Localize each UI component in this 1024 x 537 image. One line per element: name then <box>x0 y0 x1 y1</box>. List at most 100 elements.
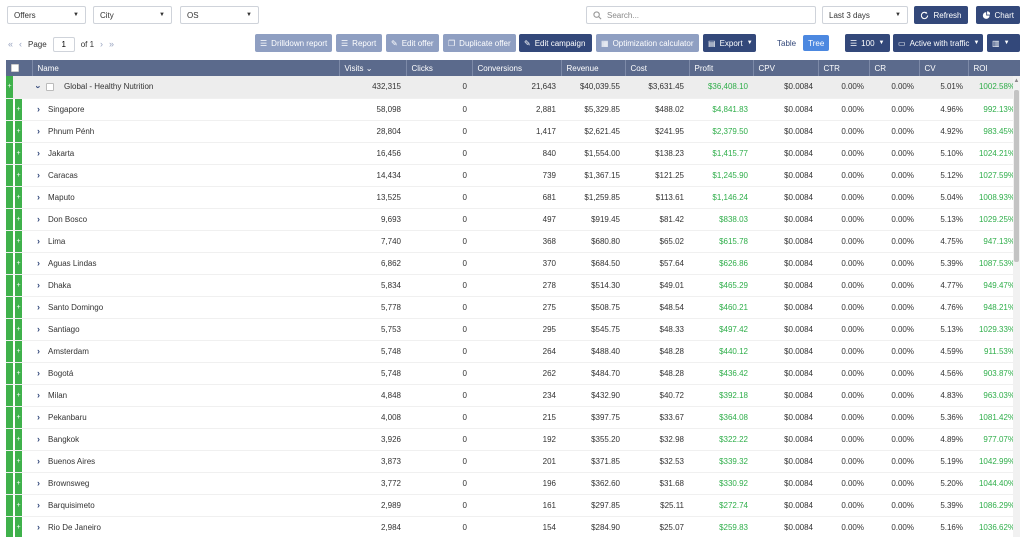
refresh-button[interactable]: Refresh <box>914 6 968 24</box>
table-row[interactable]: + › Bogotá 5,748 0 262 $484.70 $48.28 $436.42 $0.… <box>6 362 1020 385</box>
column-header-revenue[interactable]: Revenue <box>561 60 626 76</box>
table-row[interactable]: + › Bangkok 3,926 0 192 $355.20 $32.98 $322.22 $0… <box>6 428 1020 451</box>
table-row[interactable]: + › Don Bosco 9,693 0 497 $919.45 $81.42 $838.03… <box>6 208 1020 231</box>
column-header-conversions[interactable]: Conversions <box>472 60 562 76</box>
chevron-right-icon[interactable]: › <box>37 258 40 268</box>
group-by-3-select[interactable]: OS ▼ <box>180 6 259 24</box>
column-header-clicks[interactable]: Clicks <box>406 60 473 76</box>
chevron-right-icon[interactable]: › <box>37 478 40 488</box>
table-view-button[interactable]: Table <box>777 38 797 48</box>
chevron-right-icon[interactable]: › <box>37 368 40 378</box>
report-button[interactable]: ☰ Report <box>336 34 382 52</box>
table-row[interactable]: + › Jakarta 16,456 0 840 $1,554.00 $138.23 $1,41… <box>6 142 1020 165</box>
table-row[interactable]: + › Santiago 5,753 0 295 $545.75 $48.33 $497.42 $… <box>6 318 1020 341</box>
table-row[interactable]: + › Amsterdam 5,748 0 264 $488.40 $48.28 $440.12… <box>6 340 1020 363</box>
prev-page-icon[interactable]: ‹ <box>19 39 23 49</box>
scroll-up-icon[interactable]: ▲ <box>1013 78 1020 84</box>
select-all-header[interactable] <box>6 60 33 76</box>
chevron-right-icon[interactable]: › <box>37 104 40 114</box>
row-checkbox[interactable] <box>46 82 54 91</box>
date-range-select[interactable]: Last 3 days ▼ <box>822 6 908 24</box>
table-row[interactable]: + › Dhaka 5,834 0 278 $514.30 $49.01 $465.29 $0.0… <box>6 274 1020 297</box>
chevron-right-icon[interactable]: › <box>37 390 40 400</box>
group-by-2-select[interactable]: City ▼ <box>93 6 172 24</box>
chevron-right-icon[interactable]: › <box>37 236 40 246</box>
expand-plus-icon[interactable]: + <box>15 450 22 471</box>
table-row-parent[interactable]: + › Global - Healthy Nutrition 432,315 0… <box>6 76 1020 99</box>
table-row[interactable]: + › Phnum Pénh 28,804 0 1,417 $2,621.45 $241.95… <box>6 120 1020 143</box>
select-all-checkbox[interactable] <box>11 64 19 73</box>
table-row[interactable]: + › Rio De Janeiro 2,984 0 154 $284.90 $25.07 $2… <box>6 516 1020 537</box>
table-row[interactable]: + › Aguas Lindas 6,862 0 370 $684.50 $57.64 $626… <box>6 252 1020 275</box>
table-row[interactable]: + › Buenos Aires 3,873 0 201 $371.85 $32.53 $339… <box>6 450 1020 473</box>
column-header-cost[interactable]: Cost <box>625 60 690 76</box>
chevron-right-icon[interactable]: › <box>37 522 40 532</box>
expand-plus-icon[interactable]: + <box>15 516 22 537</box>
column-header-profit[interactable]: Profit <box>689 60 754 76</box>
group-by-1-select[interactable]: Offers ▼ <box>7 6 86 24</box>
table-row[interactable]: + › Brownsweg 3,772 0 196 $362.60 $31.68 $330.92… <box>6 472 1020 495</box>
chevron-right-icon[interactable]: › <box>37 500 40 510</box>
chevron-right-icon[interactable]: › <box>37 126 40 136</box>
table-row[interactable]: + › Santo Domingo 5,778 0 275 $508.75 $48.54 $46… <box>6 296 1020 319</box>
table-row[interactable]: + › Caracas 14,434 0 739 $1,367.15 $121.25 $1,24… <box>6 164 1020 187</box>
chevron-right-icon[interactable]: › <box>37 192 40 202</box>
traffic-filter-select[interactable]: ▭ Active with traffic ▼ <box>893 34 983 52</box>
chevron-right-icon[interactable]: › <box>37 412 40 422</box>
expand-plus-icon[interactable]: + <box>15 142 22 163</box>
expand-plus-icon[interactable]: + <box>15 120 22 141</box>
chart-button[interactable]: Chart <box>976 6 1020 24</box>
chevron-right-icon[interactable]: › <box>37 346 40 356</box>
table-row[interactable]: + › Maputo 13,525 0 681 $1,259.85 $113.61 $1,146… <box>6 186 1020 209</box>
search-box[interactable] <box>586 6 816 24</box>
scrollbar-thumb[interactable] <box>1014 90 1019 262</box>
chevron-right-icon[interactable]: › <box>37 148 40 158</box>
drilldown-report-button[interactable]: ☰ Drilldown report <box>255 34 332 52</box>
table-row[interactable]: + › Barquisimeto 2,989 0 161 $297.85 $25.11 $272… <box>6 494 1020 517</box>
expand-plus-icon[interactable]: + <box>15 340 22 361</box>
chevron-right-icon[interactable]: › <box>37 280 40 290</box>
duplicate-offer-button[interactable]: ❐ Duplicate offer <box>443 34 516 52</box>
column-header-visits[interactable]: Visits ⌄ <box>339 60 407 76</box>
table-row[interactable]: + › Pekanbaru 4,008 0 215 $397.75 $33.67 $364.08… <box>6 406 1020 429</box>
expand-plus-icon[interactable]: + <box>15 186 22 207</box>
tree-view-button[interactable]: Tree <box>803 35 830 51</box>
expand-plus-icon[interactable]: + <box>15 494 22 515</box>
expand-plus-icon[interactable]: + <box>15 98 22 119</box>
expand-plus-icon[interactable]: + <box>15 208 22 229</box>
edit-campaign-button[interactable]: ✎ Edit campaign <box>519 34 592 52</box>
expand-plus-icon[interactable]: + <box>15 318 22 339</box>
search-input[interactable] <box>607 10 807 20</box>
expand-plus-icon[interactable]: + <box>15 362 22 383</box>
expand-plus-icon[interactable]: + <box>15 406 22 427</box>
optimization-calculator-button[interactable]: ▦ Optimization calculator <box>596 34 699 52</box>
column-header-cpv[interactable]: CPV <box>753 60 819 76</box>
chevron-right-icon[interactable]: › <box>37 456 40 466</box>
expand-plus-icon[interactable]: + <box>15 472 22 493</box>
page-number-input[interactable] <box>52 36 75 52</box>
vertical-scrollbar[interactable]: ▲ <box>1013 76 1020 537</box>
first-page-icon[interactable]: « <box>8 39 14 49</box>
chevron-right-icon[interactable]: › <box>37 302 40 312</box>
expand-plus-icon[interactable]: + <box>15 296 22 317</box>
table-row[interactable]: + › Singapore 58,098 0 2,881 $5,329.85 $488.02 $… <box>6 98 1020 121</box>
table-row[interactable]: + › Milan 4,848 0 234 $432.90 $40.72 $392.18 $0.0… <box>6 384 1020 407</box>
chevron-down-icon[interactable]: › <box>33 85 44 89</box>
column-header-cr[interactable]: CR <box>869 60 920 76</box>
expand-plus-icon[interactable]: + <box>15 428 22 449</box>
column-header-cv[interactable]: CV <box>919 60 969 76</box>
edit-offer-button[interactable]: ✎ Edit offer <box>386 34 439 52</box>
next-page-icon[interactable]: › <box>100 39 104 49</box>
chevron-right-icon[interactable]: › <box>37 214 40 224</box>
columns-select[interactable]: ▥ ▼ <box>987 34 1020 52</box>
column-header-ctr[interactable]: CTR <box>818 60 870 76</box>
chevron-right-icon[interactable]: › <box>37 434 40 444</box>
table-row[interactable]: + › Lima 7,740 0 368 $680.80 $65.02 $615.78 $0.00… <box>6 230 1020 253</box>
expand-plus-icon[interactable]: + <box>6 76 13 97</box>
expand-plus-icon[interactable]: + <box>15 274 22 295</box>
chevron-right-icon[interactable]: › <box>37 324 40 334</box>
export-button[interactable]: ▤ Export ▼ <box>703 34 756 52</box>
expand-plus-icon[interactable]: + <box>15 252 22 273</box>
expand-plus-icon[interactable]: + <box>15 384 22 405</box>
last-page-icon[interactable]: » <box>109 39 115 49</box>
